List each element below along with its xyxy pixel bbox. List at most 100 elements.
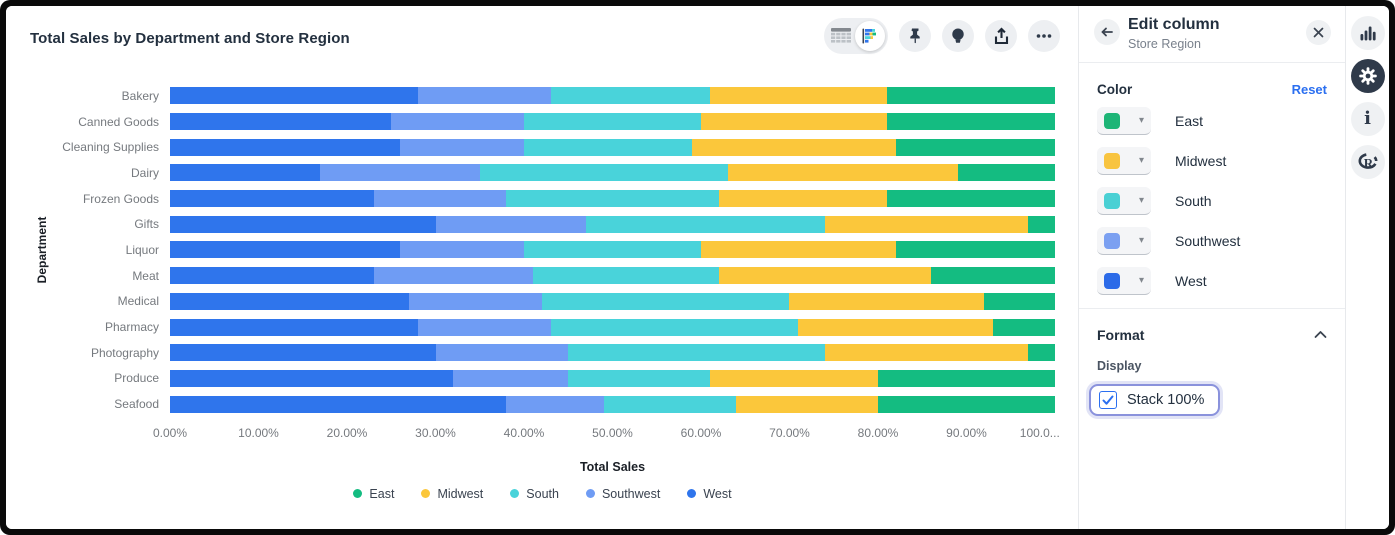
legend-item[interactable]: Southwest [585, 487, 660, 501]
bar-segment-south[interactable] [541, 292, 790, 310]
info-button[interactable]: i [1350, 102, 1385, 136]
bar-segment-southwest[interactable] [400, 138, 524, 156]
bar-segment-south[interactable] [585, 215, 825, 233]
bar-segment-south[interactable] [524, 113, 701, 131]
bar-segment-midwest[interactable] [701, 113, 887, 131]
stacked-bar[interactable] [170, 395, 1055, 413]
color-picker-dropdown[interactable]: ▾ [1097, 147, 1151, 175]
bar-segment-southwest[interactable] [373, 267, 533, 285]
bar-segment-midwest[interactable] [736, 395, 878, 413]
bar-segment-midwest[interactable] [789, 292, 985, 310]
bar-segment-midwest[interactable] [709, 87, 887, 105]
bar-segment-southwest[interactable] [506, 395, 604, 413]
bar-segment-southwest[interactable] [435, 344, 569, 362]
bar-segment-west[interactable] [170, 241, 401, 259]
color-picker-dropdown[interactable]: ▾ [1097, 227, 1151, 255]
settings-button[interactable] [1350, 59, 1385, 93]
bar-segment-east[interactable] [895, 241, 1055, 259]
bar-segment-southwest[interactable] [417, 318, 551, 336]
view-toggle[interactable] [824, 18, 888, 54]
bar-segment-southwest[interactable] [417, 87, 551, 105]
bar-segment-west[interactable] [170, 344, 436, 362]
bar-segment-east[interactable] [886, 113, 1055, 131]
back-button[interactable] [1094, 19, 1120, 45]
bar-segment-west[interactable] [170, 215, 436, 233]
reset-link[interactable]: Reset [1291, 82, 1327, 97]
bar-segment-midwest[interactable] [824, 215, 1029, 233]
bar-segment-west[interactable] [170, 369, 454, 387]
stacked-bar[interactable] [170, 113, 1055, 131]
bar-segment-southwest[interactable] [373, 190, 507, 208]
bar-segment-east[interactable] [984, 292, 1055, 310]
stacked-bar[interactable] [170, 369, 1055, 387]
stacked-bar[interactable] [170, 267, 1055, 285]
legend-item[interactable]: Midwest [421, 487, 483, 501]
legend-item[interactable]: East [353, 487, 394, 501]
stacked-bar[interactable] [170, 190, 1055, 208]
bar-segment-east[interactable] [993, 318, 1055, 336]
bar-segment-east[interactable] [1028, 215, 1055, 233]
visualization-button[interactable] [1350, 16, 1385, 50]
bar-segment-southwest[interactable] [435, 215, 586, 233]
bar-segment-south[interactable] [568, 369, 710, 387]
bar-segment-east[interactable] [877, 369, 1055, 387]
bar-segment-east[interactable] [886, 87, 1055, 105]
stacked-bar[interactable] [170, 241, 1055, 259]
bar-segment-west[interactable] [170, 190, 374, 208]
table-view-icon[interactable] [827, 28, 855, 44]
share-button[interactable] [985, 20, 1017, 52]
bar-segment-east[interactable] [931, 267, 1055, 285]
bar-segment-south[interactable] [523, 138, 693, 156]
bar-segment-midwest[interactable] [709, 369, 878, 387]
close-button[interactable] [1306, 20, 1331, 45]
bar-segment-southwest[interactable] [453, 369, 569, 387]
stacked-bar[interactable] [170, 138, 1055, 156]
bar-segment-west[interactable] [170, 395, 507, 413]
bar-segment-midwest[interactable] [692, 138, 896, 156]
legend-item[interactable]: West [687, 487, 732, 501]
bar-segment-east[interactable] [877, 395, 1055, 413]
bar-segment-southwest[interactable] [320, 164, 480, 182]
stacked-bar[interactable] [170, 318, 1055, 336]
bar-segment-south[interactable] [550, 318, 799, 336]
bar-segment-midwest[interactable] [727, 164, 958, 182]
bar-segment-midwest[interactable] [700, 241, 896, 259]
bar-segment-south[interactable] [523, 241, 701, 259]
bar-segment-west[interactable] [170, 164, 321, 182]
bar-segment-west[interactable] [170, 318, 418, 336]
stacked-bar[interactable] [170, 344, 1055, 362]
bar-segment-southwest[interactable] [400, 241, 524, 259]
bar-segment-east[interactable] [886, 190, 1055, 208]
bar-segment-midwest[interactable] [798, 318, 994, 336]
bar-segment-midwest[interactable] [718, 267, 932, 285]
bar-segment-midwest[interactable] [718, 190, 887, 208]
bar-segment-west[interactable] [170, 87, 418, 105]
collapse-chevron-up-icon[interactable] [1314, 326, 1327, 344]
bar-segment-south[interactable] [568, 344, 825, 362]
stacked-bar[interactable] [170, 215, 1055, 233]
bar-segment-east[interactable] [895, 138, 1055, 156]
color-picker-dropdown[interactable]: ▾ [1097, 267, 1151, 295]
bar-segment-south[interactable] [603, 395, 737, 413]
stacked-bar[interactable] [170, 292, 1055, 310]
stack-100-control[interactable]: Stack 100% [1089, 384, 1221, 416]
bar-segment-southwest[interactable] [408, 292, 542, 310]
lightbulb-button[interactable] [942, 20, 974, 52]
ellipsis-button[interactable] [1028, 20, 1060, 52]
legend-item[interactable]: South [510, 487, 559, 501]
stacked-bar[interactable] [170, 164, 1055, 182]
bar-segment-east[interactable] [1028, 344, 1055, 362]
r-logo-button[interactable]: R [1350, 145, 1385, 179]
stack-100-checkbox[interactable] [1099, 391, 1117, 409]
chart-view-active-circle[interactable] [855, 21, 885, 51]
bar-segment-midwest[interactable] [824, 344, 1029, 362]
bar-segment-south[interactable] [550, 87, 710, 105]
bar-segment-east[interactable] [957, 164, 1055, 182]
bar-segment-west[interactable] [170, 267, 374, 285]
color-picker-dropdown[interactable]: ▾ [1097, 187, 1151, 215]
color-picker-dropdown[interactable]: ▾ [1097, 107, 1151, 135]
bar-segment-southwest[interactable] [391, 113, 524, 131]
pin-button[interactable] [899, 20, 931, 52]
bar-segment-south[interactable] [532, 267, 719, 285]
bar-segment-west[interactable] [170, 113, 392, 131]
